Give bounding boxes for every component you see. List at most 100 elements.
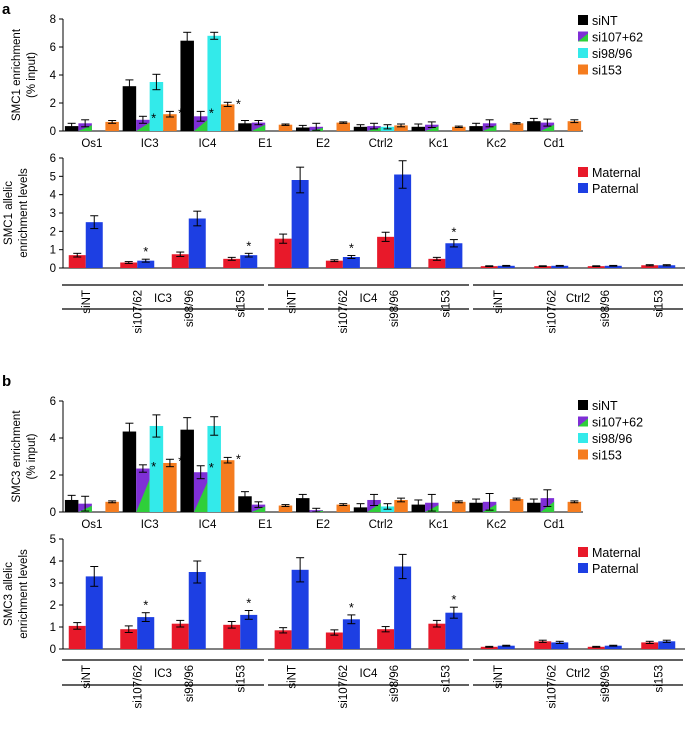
a_bottom-y-tick-label: 6 bbox=[50, 153, 56, 165]
a_bottom-bar-paternal-ctrl2-si107-62 bbox=[551, 265, 569, 268]
a_bottom-bar-paternal-ctrl2-sint bbox=[497, 265, 515, 268]
a_bottom-bar-maternal-ic3-si153 bbox=[223, 258, 241, 268]
b_top-legend-label: si107+62 bbox=[592, 416, 643, 430]
b_top-bar-si98-96-ic3 bbox=[149, 425, 164, 512]
a_bottom-subcategory-label: si107/62 bbox=[338, 290, 350, 333]
a_top-y-tick-label: 6 bbox=[50, 42, 56, 54]
b_bottom-bar-paternal-ic4-si107-62 bbox=[342, 619, 360, 649]
b_top-significance-star: * bbox=[178, 453, 183, 468]
a_top-bar-si153-ic3 bbox=[163, 114, 177, 131]
a_bottom-y-tick-label: 5 bbox=[50, 171, 56, 183]
a_top-bar-si107-62-cd1-accent bbox=[540, 124, 555, 131]
b_top-bar-si153-os1 bbox=[105, 501, 119, 512]
b_top-bar-sint-ic3 bbox=[122, 431, 137, 512]
b_top-bar-sint-os1 bbox=[64, 499, 79, 512]
a_bottom-legend-label: Paternal bbox=[592, 182, 639, 196]
b_top-y-tick-label: 2 bbox=[50, 470, 56, 482]
a_bottom-bar-maternal-ctrl2-sint bbox=[480, 266, 498, 268]
a_top-legend-label: siNT bbox=[592, 14, 618, 28]
a_bottom-bar-paternal-ic3-si153 bbox=[240, 255, 258, 268]
a_top-significance-star: * bbox=[178, 105, 183, 120]
a_top-bar-sint-e1 bbox=[238, 123, 252, 131]
b_bottom-subcategory-label: si98/96 bbox=[600, 665, 612, 702]
a_top-bar-si153-os1 bbox=[105, 121, 119, 131]
a_top-bar-si107-62-cd1 bbox=[540, 122, 555, 131]
b_bottom-group-label: IC3 bbox=[154, 668, 172, 680]
b_top-bar-si153-kc2 bbox=[509, 499, 524, 512]
b_bottom-bar-paternal-ic3-si107-62 bbox=[137, 617, 155, 649]
b_bottom-subcategory-label: siNT bbox=[81, 665, 93, 689]
b_bottom-bar-paternal-ic3-sint bbox=[85, 576, 103, 649]
b_bottom-y-tick-label: 5 bbox=[50, 534, 56, 546]
a_top-legend-label: si153 bbox=[592, 64, 622, 78]
a_top-significance-star: * bbox=[151, 110, 156, 125]
b_bottom-significance-star: * bbox=[349, 600, 354, 615]
b_top-legend-label: si153 bbox=[592, 449, 622, 463]
a_top-legend-swatch-si98-96 bbox=[578, 48, 588, 58]
b_bottom-y-label: SMC3 allelic bbox=[3, 562, 15, 626]
b_bottom-bar-maternal-ctrl2-sint bbox=[480, 646, 498, 649]
b_bottom-bar-maternal-ic4-si153 bbox=[428, 623, 446, 649]
b_top-bar-sint-ic4 bbox=[180, 429, 194, 512]
b_bottom-subcategory-label: si107/62 bbox=[132, 665, 144, 708]
b_top-y-label: (% input) bbox=[26, 433, 38, 479]
a_bottom-bar-maternal-ctrl2-si98-96 bbox=[587, 266, 605, 268]
a_top-category-label: Kc2 bbox=[486, 138, 506, 150]
b_top-bar-si107-62-e1 bbox=[251, 504, 266, 512]
a_top-category-label: IC4 bbox=[198, 138, 217, 150]
a_bottom-bar-paternal-ic4-si107-62 bbox=[342, 257, 360, 268]
a_top-bar-si153-ctrl2 bbox=[394, 125, 408, 131]
a_bottom-bar-maternal-ic3-si98-96 bbox=[171, 254, 189, 268]
b_bottom-significance-star: * bbox=[246, 596, 251, 611]
a_bottom-bar-paternal-ic4-sint bbox=[291, 180, 309, 268]
a_bottom-significance-star: * bbox=[451, 225, 456, 240]
b_top-category-label: Kc1 bbox=[429, 519, 449, 531]
a_bottom-bar-paternal-ic3-sint bbox=[85, 222, 103, 268]
a_bottom-legend-swatch-paternal bbox=[578, 183, 588, 193]
a_top-bar-si107-62-os1-accent bbox=[78, 125, 92, 131]
a_bottom-bar-paternal-ic3-si98-96 bbox=[188, 218, 206, 268]
a_top-bar-si98-96-ic3 bbox=[149, 82, 164, 131]
b_top-y-tick-label: 6 bbox=[50, 396, 56, 408]
b_top-bar-si153-ic4 bbox=[220, 460, 235, 512]
a_bottom-group-label: IC4 bbox=[360, 293, 379, 305]
b_bottom-bar-paternal-ic4-sint bbox=[291, 569, 309, 649]
b_bottom-bar-paternal-ctrl2-si153 bbox=[658, 641, 676, 649]
b_top-bar-si153-ctrl2 bbox=[394, 499, 408, 512]
a_bottom-y-label: SMC1 allelic bbox=[3, 181, 15, 245]
b_bottom-bar-maternal-ic3-si98-96 bbox=[171, 623, 189, 649]
b_bottom-bar-maternal-ic3-si107-62 bbox=[120, 629, 138, 649]
b_bottom-bar-paternal-ic4-si98-96 bbox=[394, 566, 412, 649]
b_bottom-y-tick-label: 2 bbox=[50, 600, 56, 612]
b_bottom-bar-maternal-ctrl2-si153 bbox=[641, 642, 659, 649]
b_top-bar-sint-kc2 bbox=[469, 502, 483, 512]
a_bottom-bar-maternal-ic4-si107-62 bbox=[325, 260, 343, 268]
a_top-bar-si98-96-ic4 bbox=[207, 35, 221, 131]
a_bottom-subcategory-label: siNT bbox=[81, 290, 93, 314]
b_top-legend-label: si98/96 bbox=[592, 432, 632, 446]
b_top-bar-si107-62-ic3-accent bbox=[136, 479, 150, 512]
b_bottom-legend-label: Paternal bbox=[592, 562, 639, 576]
panel-a-label: a bbox=[2, 1, 11, 18]
a_bottom-subcategory-label: siNT bbox=[493, 290, 505, 314]
a_bottom-bar-maternal-ic4-si153 bbox=[428, 258, 446, 268]
a_bottom-legend-label: Maternal bbox=[592, 166, 641, 180]
a_bottom-y-tick-label: 2 bbox=[50, 226, 56, 238]
a_top-legend-swatch-sint bbox=[578, 15, 588, 25]
b_bottom-bar-maternal-ctrl2-si98-96 bbox=[587, 646, 605, 649]
b_bottom-y-tick-label: 3 bbox=[50, 578, 56, 590]
a_top-y-tick-label: 4 bbox=[50, 70, 57, 82]
b_bottom-legend-label: Maternal bbox=[592, 546, 641, 560]
a_top-bar-si107-62-e1 bbox=[251, 122, 266, 131]
a_top-bar-si107-62-e1-accent bbox=[251, 124, 266, 131]
b_top-bar-si153-ic3 bbox=[163, 462, 177, 512]
b_bottom-group-label: Ctrl2 bbox=[566, 668, 590, 680]
b_top-bar-si153-e2 bbox=[336, 504, 350, 512]
a_top-bar-si107-62-ic4-accent bbox=[193, 119, 208, 131]
b_top-significance-star: * bbox=[236, 451, 241, 466]
a_top-category-label: E2 bbox=[316, 138, 330, 150]
a_bottom-y-tick-label: 4 bbox=[50, 190, 57, 202]
a_top-bar-sint-ic3 bbox=[122, 86, 137, 131]
a_top-legend-swatch-si153 bbox=[578, 64, 588, 75]
